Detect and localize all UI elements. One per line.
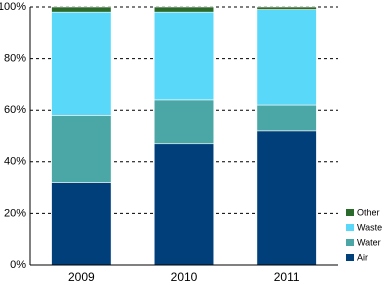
legend-swatch (346, 254, 354, 261)
bar-segment (153, 143, 215, 266)
legend-label: Air (357, 252, 368, 262)
bar-segment (51, 11, 112, 116)
bar-segment (256, 6, 317, 10)
y-tick-label: 40% (4, 156, 26, 168)
bar-segment (153, 6, 215, 13)
y-tick-label: 60% (4, 104, 26, 116)
bar-segment (153, 99, 215, 145)
bar-segment (51, 182, 112, 266)
legend-swatch (346, 224, 354, 231)
x-tick-label: 2009 (68, 270, 95, 284)
y-tick-label: 20% (4, 207, 26, 219)
legend-label: Other (357, 207, 380, 217)
bar-segment (51, 6, 112, 13)
bar-segment (256, 9, 317, 106)
bar-segment (153, 11, 215, 101)
y-tick-label: 0% (10, 259, 26, 271)
bar-segment (256, 104, 317, 132)
x-tick-label: 2011 (274, 270, 300, 284)
legend-label: Waste (357, 222, 382, 232)
y-tick-label: 100% (0, 1, 26, 13)
legend-label: Water (357, 237, 381, 247)
legend-swatch (346, 239, 354, 246)
y-tick-label: 80% (4, 53, 26, 65)
x-tick-label: 2010 (171, 270, 198, 284)
bar-segment (51, 115, 112, 183)
bar-segment (256, 130, 317, 266)
legend-swatch (346, 209, 354, 216)
